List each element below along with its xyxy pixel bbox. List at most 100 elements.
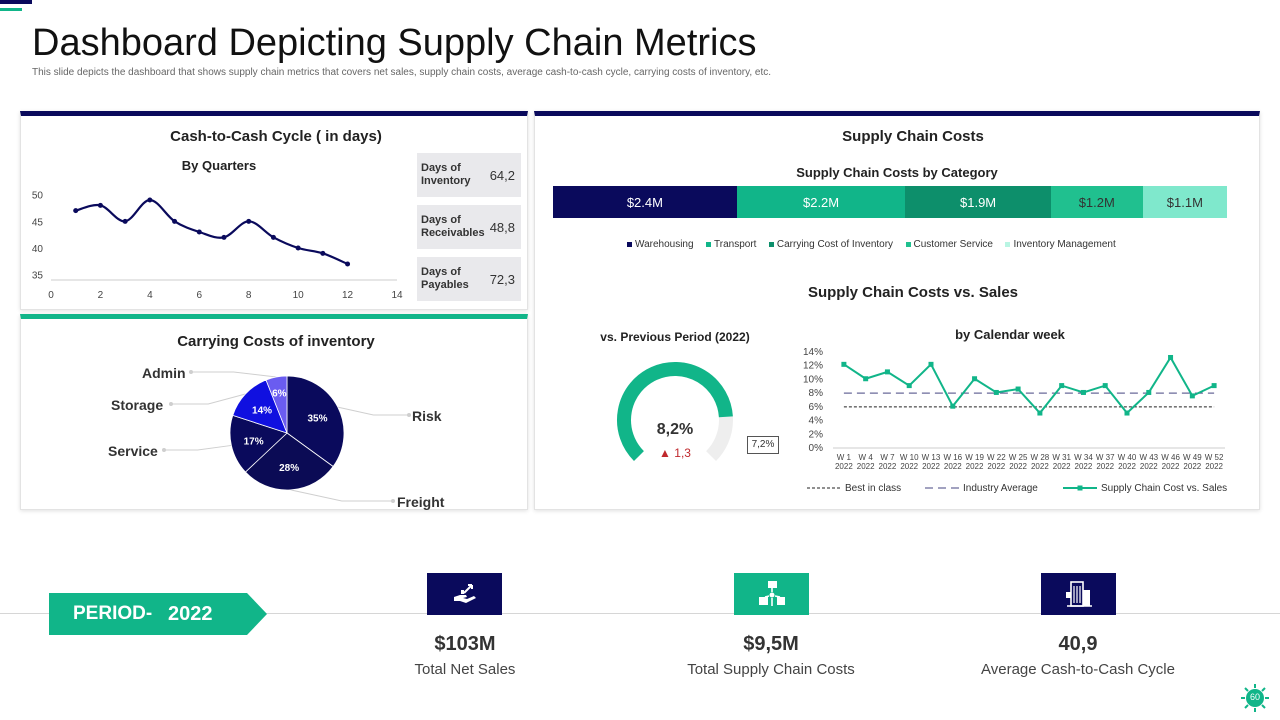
pie-leader-dot <box>162 448 166 452</box>
weekly-x-tick-year: 2022 <box>987 462 1005 471</box>
weekly-x-tick: W 37 <box>1096 453 1115 462</box>
legend-inventory-management: Inventory Management <box>1005 239 1116 250</box>
weekly-x-tick-year: 2022 <box>879 462 897 471</box>
corner-accent-bar <box>0 0 32 4</box>
weekly-point <box>1146 389 1152 395</box>
gauge-change: ▲ 1,3 <box>659 446 691 460</box>
legend-best-in-class: Best in class <box>845 483 901 494</box>
cost-category-legend: Warehousing Transport Carrying Cost of I… <box>627 234 1280 252</box>
weekly-x-tick-year: 2022 <box>900 462 918 471</box>
weekly-x-tick: W 31 <box>1052 453 1071 462</box>
supply-chain-network-icon <box>734 573 809 615</box>
weekly-point <box>928 361 934 367</box>
weekly-x-tick: W 13 <box>922 453 941 462</box>
quarters-point <box>97 202 103 208</box>
page-title: Dashboard Depicting Supply Chain Metrics <box>32 22 757 64</box>
gauge-value: 8,2% <box>656 421 694 438</box>
weekly-point <box>1211 383 1217 389</box>
kpi-cash-cycle-value: 40,9 <box>1058 633 1098 655</box>
quarters-y-tick: 35 <box>32 271 44 282</box>
period-banner <box>49 593 267 635</box>
quarters-point <box>147 197 153 203</box>
pie-slice-label: 6% <box>272 389 287 400</box>
weekly-x-tick-year: 2022 <box>857 462 875 471</box>
weekly-chart-title: by Calendar week <box>955 327 1065 342</box>
weekly-point <box>1059 383 1065 389</box>
kpi-supply-costs-label: Total Supply Chain Costs <box>687 661 855 678</box>
corner-accent-bar-green <box>0 8 22 11</box>
weekly-point <box>906 383 912 389</box>
carrying-costs-pie-chart: 35% 28% 17% 14%6% <box>162 370 411 503</box>
page-subtitle: This slide depicts the dashboard that sh… <box>32 67 772 78</box>
carrying-costs-panel: Carrying Costs of inventory 35% 28% 17% 14%… <box>20 314 528 510</box>
pie-leader-dot <box>391 499 395 503</box>
weekly-x-tick: W 7 <box>880 453 895 462</box>
days-payables-box: Days of Payables 72,3 <box>417 257 521 301</box>
weekly-point <box>1124 410 1130 416</box>
cost-category-title: Supply Chain Costs by Category <box>796 165 998 180</box>
quarters-point <box>196 229 202 235</box>
days-receivables-label: Days of Receivables <box>421 214 485 239</box>
kpi-net-sales-label: Total Net Sales <box>414 661 516 678</box>
weekly-x-tick: W 16 <box>943 453 962 462</box>
weekly-point <box>950 403 956 409</box>
weekly-point <box>884 369 890 375</box>
weekly-point <box>972 376 978 382</box>
weekly-x-tick: W 25 <box>1009 453 1028 462</box>
quarters-y-tick: 45 <box>32 217 44 228</box>
days-inventory-box: Days of Inventory 64,2 <box>417 153 521 197</box>
pie-slice-label: 28% <box>279 463 299 474</box>
legend-supply-cost-marker <box>1077 485 1083 491</box>
legend-industry-average: Industry Average <box>963 483 1038 494</box>
cost-category-stacked-bar: $2.4M $2.2M $1.9M $1.2M $1.1M <box>553 186 1227 218</box>
kpi-divider-line <box>0 613 1280 614</box>
weekly-point <box>993 389 999 395</box>
bar-segment-carrying-cost: $1.9M <box>905 186 1051 218</box>
pie-slice-service <box>229 414 288 473</box>
weekly-x-tick-year: 2022 <box>922 462 940 471</box>
weekly-point <box>841 361 847 367</box>
weekly-point <box>1102 383 1108 389</box>
weekly-x-tick: W 49 <box>1183 453 1202 462</box>
weekly-x-tick: W 46 <box>1161 453 1180 462</box>
pie-leader-line <box>191 371 277 378</box>
weekly-y-tick: 10% <box>803 374 823 385</box>
quarters-point <box>270 234 276 240</box>
quarters-point <box>295 245 301 251</box>
weekly-x-tick: W 52 <box>1205 453 1224 462</box>
quarters-y-tick: 40 <box>32 244 44 255</box>
quarters-x-tick: 8 <box>246 290 252 301</box>
quarters-x-tick: 12 <box>342 290 354 301</box>
quarters-x-tick: 4 <box>147 290 153 301</box>
weekly-x-tick: W 34 <box>1074 453 1093 462</box>
weekly-x-tick-year: 2022 <box>835 462 853 471</box>
pie-legend-storage: Storage <box>111 397 164 413</box>
weekly-x-tick: W 4 <box>859 453 874 462</box>
weekly-x-tick: W 43 <box>1139 453 1158 462</box>
legend-warehousing: Warehousing <box>627 239 694 250</box>
page-number-badge: 60 <box>1240 683 1270 713</box>
weekly-y-tick: 8% <box>809 388 824 399</box>
pie-leader-line <box>337 406 409 416</box>
carrying-costs-title: Carrying Costs of inventory <box>177 333 375 350</box>
weekly-y-tick: 12% <box>803 361 823 372</box>
pie-leader-dot <box>407 413 411 417</box>
weekly-y-tick: 6% <box>809 402 824 413</box>
legend-customer-service: Customer Service <box>905 239 993 250</box>
legend-supply-cost-vs-sales: Supply Chain Cost vs. Sales <box>1101 483 1227 494</box>
pie-leader-dot <box>169 402 173 406</box>
quarters-line-chart: 0 2 4 6 8 10 12 14 35 40 45 50 <box>32 191 403 301</box>
cash-cycle-title: Cash-to-Cash Cycle ( in days) <box>170 128 382 145</box>
pie-slice-freight <box>244 432 334 491</box>
bar-segment-warehousing: $2.4M <box>553 186 737 218</box>
pie-leader-line <box>290 489 393 502</box>
weekly-x-tick-year: 2022 <box>944 462 962 471</box>
weekly-point <box>1015 386 1021 392</box>
gauge-title: vs. Previous Period (2022) <box>600 330 750 344</box>
weekly-y-tick: 4% <box>809 416 824 427</box>
quarters-point <box>246 218 252 224</box>
weekly-x-tick: W 10 <box>900 453 919 462</box>
quarters-point <box>172 218 178 224</box>
money-hand-icon <box>427 573 502 615</box>
